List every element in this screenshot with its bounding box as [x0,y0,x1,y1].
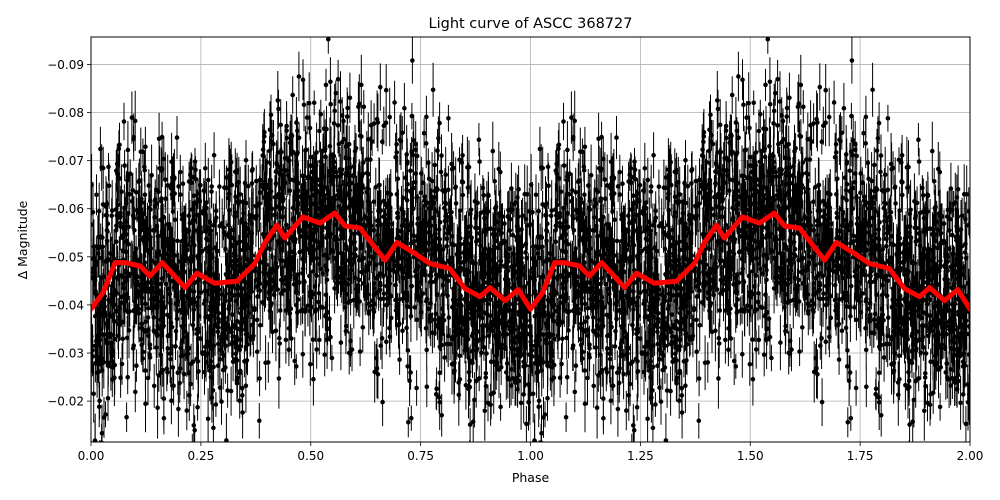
chart-title: Light curve of ASCC 368727 [429,16,633,32]
y-axis-ticks: −0.09 −0.08 −0.07 −0.06 −0.05 −0.04 −0.03 −0.02 [47,58,91,409]
x-axis-ticks: 0.00 0.25 0.50 0.75 1.00 1.25 1.50 1.75 2.00 [78,442,984,463]
y-axis-label: Δ Magnitude [15,200,30,279]
y-tick-label: −0.06 [47,202,84,216]
x-tick-label: 2.00 [957,449,984,463]
x-tick-label: 0.50 [297,449,324,463]
x-tick-label: 0.75 [407,449,434,463]
x-tick-label: 1.50 [737,449,764,463]
x-tick-label: 0.00 [78,449,105,463]
x-tick-label: 0.25 [188,449,215,463]
y-tick-label: −0.05 [47,250,84,264]
y-tick-label: −0.03 [47,347,84,361]
y-tick-label: −0.09 [47,58,84,72]
y-tick-label: −0.08 [47,106,84,120]
x-tick-label: 1.00 [517,449,544,463]
y-tick-label: −0.02 [47,395,84,409]
mean-curve [91,210,970,312]
y-tick-label: −0.07 [47,154,84,168]
x-axis-label: Phase [512,470,550,485]
plot-area [90,36,971,443]
x-tick-label: 1.25 [627,449,654,463]
y-tick-label: −0.04 [47,298,84,312]
x-tick-label: 1.75 [847,449,874,463]
mean-curve-line [91,210,970,312]
